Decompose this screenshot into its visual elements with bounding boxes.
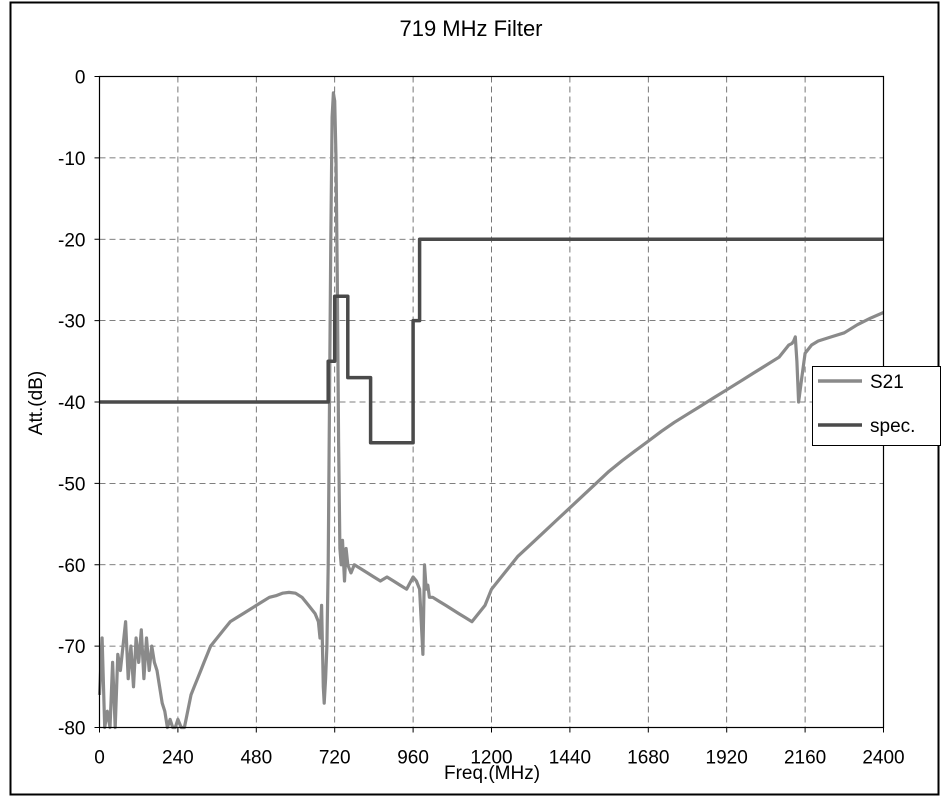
y-tick-label: -40	[58, 393, 85, 414]
x-tick-label: 960	[397, 748, 429, 769]
legend-label-spec: spec.	[870, 416, 915, 437]
legend: S21 spec.	[812, 366, 941, 446]
x-axis-label: Freq.(MHz)	[444, 763, 540, 784]
y-tick-label: 0	[75, 68, 86, 89]
x-tick-label: 0	[94, 748, 105, 769]
tick-layer: 0 240 480 720 960 1200 1440 1680 1920 2160 2400 0 -1…	[58, 68, 905, 769]
outer-border	[9, 1, 940, 796]
chart-title: 719 MHz Filter	[399, 16, 542, 41]
y-tick-label: -30	[58, 312, 85, 333]
x-tick-label: 480	[240, 748, 272, 769]
x-tick-label: 1200	[470, 748, 512, 769]
x-tick-label: 720	[319, 748, 351, 769]
y-tick-label: -80	[58, 719, 85, 740]
y-tick-label: -20	[58, 230, 85, 251]
legend-label-s21: S21	[870, 372, 904, 393]
y-tick-label: -10	[58, 149, 85, 170]
x-tick-label: 1440	[549, 748, 591, 769]
x-tick-label: 1680	[627, 748, 669, 769]
y-tick-label: -70	[58, 637, 85, 658]
x-tick-label: 240	[162, 748, 194, 769]
y-tick-label: -50	[58, 474, 85, 495]
x-tick-label: 2160	[784, 748, 826, 769]
x-tick-label: 2400	[862, 748, 904, 769]
s21-line	[97, 91, 885, 730]
y-axis-label: Att.(dB)	[26, 371, 47, 435]
series-layer	[97, 91, 885, 730]
spec-line	[99, 237, 884, 445]
x-tick-label: 1920	[706, 748, 748, 769]
y-tick-label: -60	[58, 556, 85, 577]
